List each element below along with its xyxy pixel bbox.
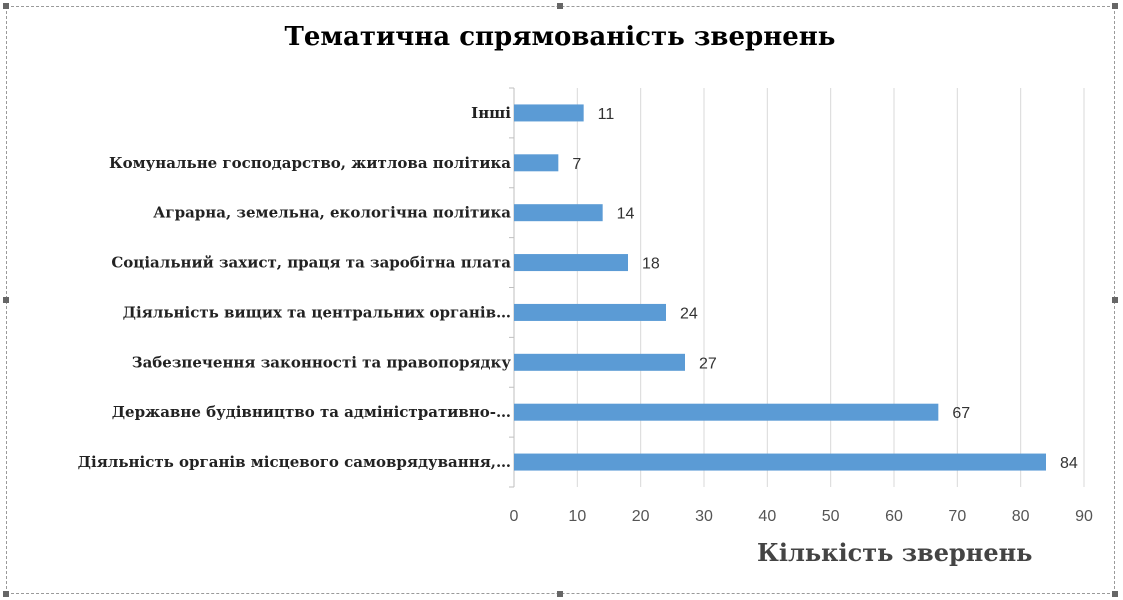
- category-label-6: Державне будівництво та адміністративно-…: [112, 403, 511, 421]
- bar-1: [514, 154, 559, 172]
- resize-handle-bottom-right[interactable]: [1112, 591, 1118, 597]
- data-label-7: 84: [1060, 455, 1078, 472]
- data-label-3: 18: [642, 256, 660, 273]
- bar-6: [514, 403, 939, 421]
- data-label-6: 67: [952, 405, 970, 422]
- data-label-4: 24: [680, 305, 698, 322]
- bar-5: [514, 353, 685, 371]
- x-tick-label: 50: [822, 508, 840, 525]
- category-label-7: Діяльність органів місцевого самоврядува…: [78, 453, 511, 471]
- resize-handle-middle-left[interactable]: [3, 297, 9, 303]
- resize-handle-top-center[interactable]: [557, 3, 563, 9]
- resize-handle-bottom-center[interactable]: [557, 591, 563, 597]
- bar-2: [514, 204, 603, 222]
- resize-handle-top-left[interactable]: [3, 3, 9, 9]
- x-tick-label: 30: [695, 508, 713, 525]
- bar-3: [514, 254, 628, 272]
- resize-handle-top-right[interactable]: [1112, 3, 1118, 9]
- x-tick-label: 70: [948, 508, 966, 525]
- category-label-3: Соціальний захист, праця та заробітна пл…: [111, 254, 511, 272]
- x-axis-title: Кількість звернень: [757, 538, 1033, 567]
- bar-4: [514, 303, 666, 321]
- x-tick-label: 20: [632, 508, 650, 525]
- data-label-0: 11: [598, 106, 615, 123]
- x-tick-label: 80: [1012, 508, 1030, 525]
- x-tick-label: 0: [510, 508, 519, 525]
- x-tick-label: 40: [758, 508, 776, 525]
- bar-7: [514, 453, 1046, 471]
- data-label-5: 27: [699, 355, 717, 372]
- category-label-1: Комунальне господарство, житлова політик…: [109, 154, 511, 172]
- category-label-0: Інші: [471, 104, 511, 122]
- chart-title: Тематична спрямованість звернень: [284, 22, 836, 52]
- resize-handle-middle-right[interactable]: [1112, 297, 1118, 303]
- x-tick-label: 90: [1075, 508, 1093, 525]
- data-label-1: 7: [572, 156, 581, 173]
- data-label-2: 14: [617, 206, 635, 223]
- resize-handle-bottom-left[interactable]: [3, 591, 9, 597]
- category-label-5: Забезпечення законності та правопорядку: [132, 353, 512, 371]
- category-label-2: Аграрна, земельна, екологічна політика: [153, 204, 511, 222]
- category-label-4: Діяльність вищих та центральних органів…: [123, 303, 511, 321]
- x-tick-label: 60: [885, 508, 903, 525]
- x-tick-label: 10: [568, 508, 586, 525]
- bar-0: [514, 104, 584, 122]
